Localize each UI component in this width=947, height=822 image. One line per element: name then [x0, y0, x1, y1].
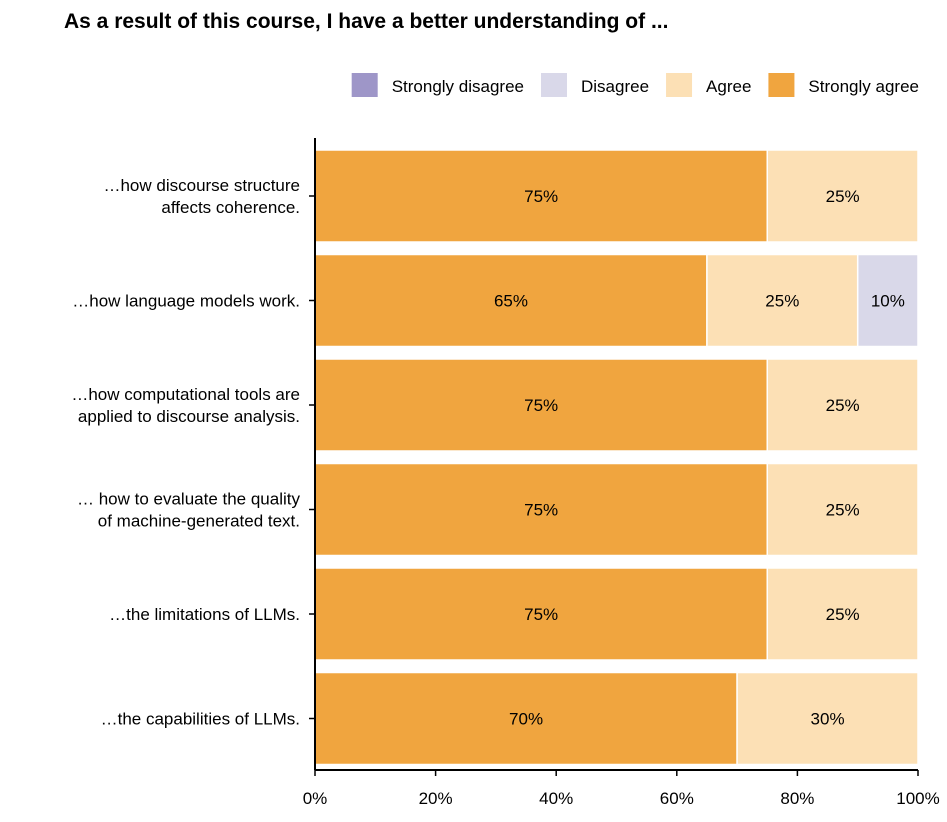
- data-label: 75%: [524, 187, 558, 206]
- legend-label: Disagree: [581, 77, 649, 96]
- x-tick-label: 80%: [780, 789, 814, 808]
- bar-segment-agree: [766, 149, 919, 243]
- bar-segment-strongly-agree: [314, 671, 738, 766]
- data-label: 10%: [871, 292, 905, 311]
- category-label: … how to evaluate the quality of machine-…: [77, 490, 301, 531]
- bar-segment-strongly-agree: [314, 567, 768, 661]
- x-tick-label: 40%: [539, 789, 573, 808]
- bar-segment-agree: [766, 567, 919, 661]
- data-label: 25%: [826, 187, 860, 206]
- bar-segment-agree: [736, 671, 919, 766]
- legend-swatch-strongly-disagree: [351, 73, 378, 97]
- bar-segment-agree: [766, 462, 919, 557]
- category-labels: …how discourse structure affects coherenc…: [71, 176, 300, 729]
- bars: 75% 25% 65% 25% 10% 75% 25% 75% 25% 75% 25% 70% 30%: [314, 149, 919, 766]
- x-tick-label: 100%: [896, 789, 939, 808]
- legend-swatch-agree: [666, 73, 693, 97]
- data-label: 25%: [826, 501, 860, 520]
- data-label: 30%: [811, 710, 845, 729]
- bar-segment-agree: [766, 358, 919, 452]
- bar-segment-disagree: [856, 253, 919, 348]
- category-label: …the capabilities of LLMs.: [101, 710, 300, 729]
- category-label: …how language models work.: [72, 292, 300, 311]
- legend-swatch-disagree: [541, 73, 567, 97]
- data-label: 70%: [509, 710, 543, 729]
- x-tick-label: 0%: [303, 789, 328, 808]
- category-label: …how computational tools are applied to d…: [71, 385, 300, 426]
- data-label: 75%: [524, 605, 558, 624]
- data-label: 75%: [524, 396, 558, 415]
- legend-label: Strongly agree: [808, 77, 919, 96]
- x-tick-label: 60%: [660, 789, 694, 808]
- axes: 0% 20% 40% 60% 80% 100%: [303, 138, 940, 808]
- legend-label: Agree: [706, 77, 751, 96]
- legend-label: Strongly disagree: [392, 77, 524, 96]
- chart-title: As a result of this course, I have a bet…: [64, 10, 669, 33]
- x-tick-label: 20%: [419, 789, 453, 808]
- category-label: …how discourse structure affects coherenc…: [103, 176, 300, 217]
- bar-segment-strongly-agree: [314, 462, 768, 557]
- legend: Strongly disagree Disagree Agree Strongly a…: [351, 73, 919, 97]
- data-label: 25%: [826, 605, 860, 624]
- legend-swatch-strongly-agree: [768, 73, 795, 97]
- data-label: 65%: [494, 292, 528, 311]
- data-label: 75%: [524, 501, 558, 520]
- data-label: 25%: [765, 292, 799, 311]
- category-label: …the limitations of LLMs.: [109, 605, 300, 624]
- bar-segment-strongly-agree: [314, 358, 768, 452]
- data-label: 25%: [826, 396, 860, 415]
